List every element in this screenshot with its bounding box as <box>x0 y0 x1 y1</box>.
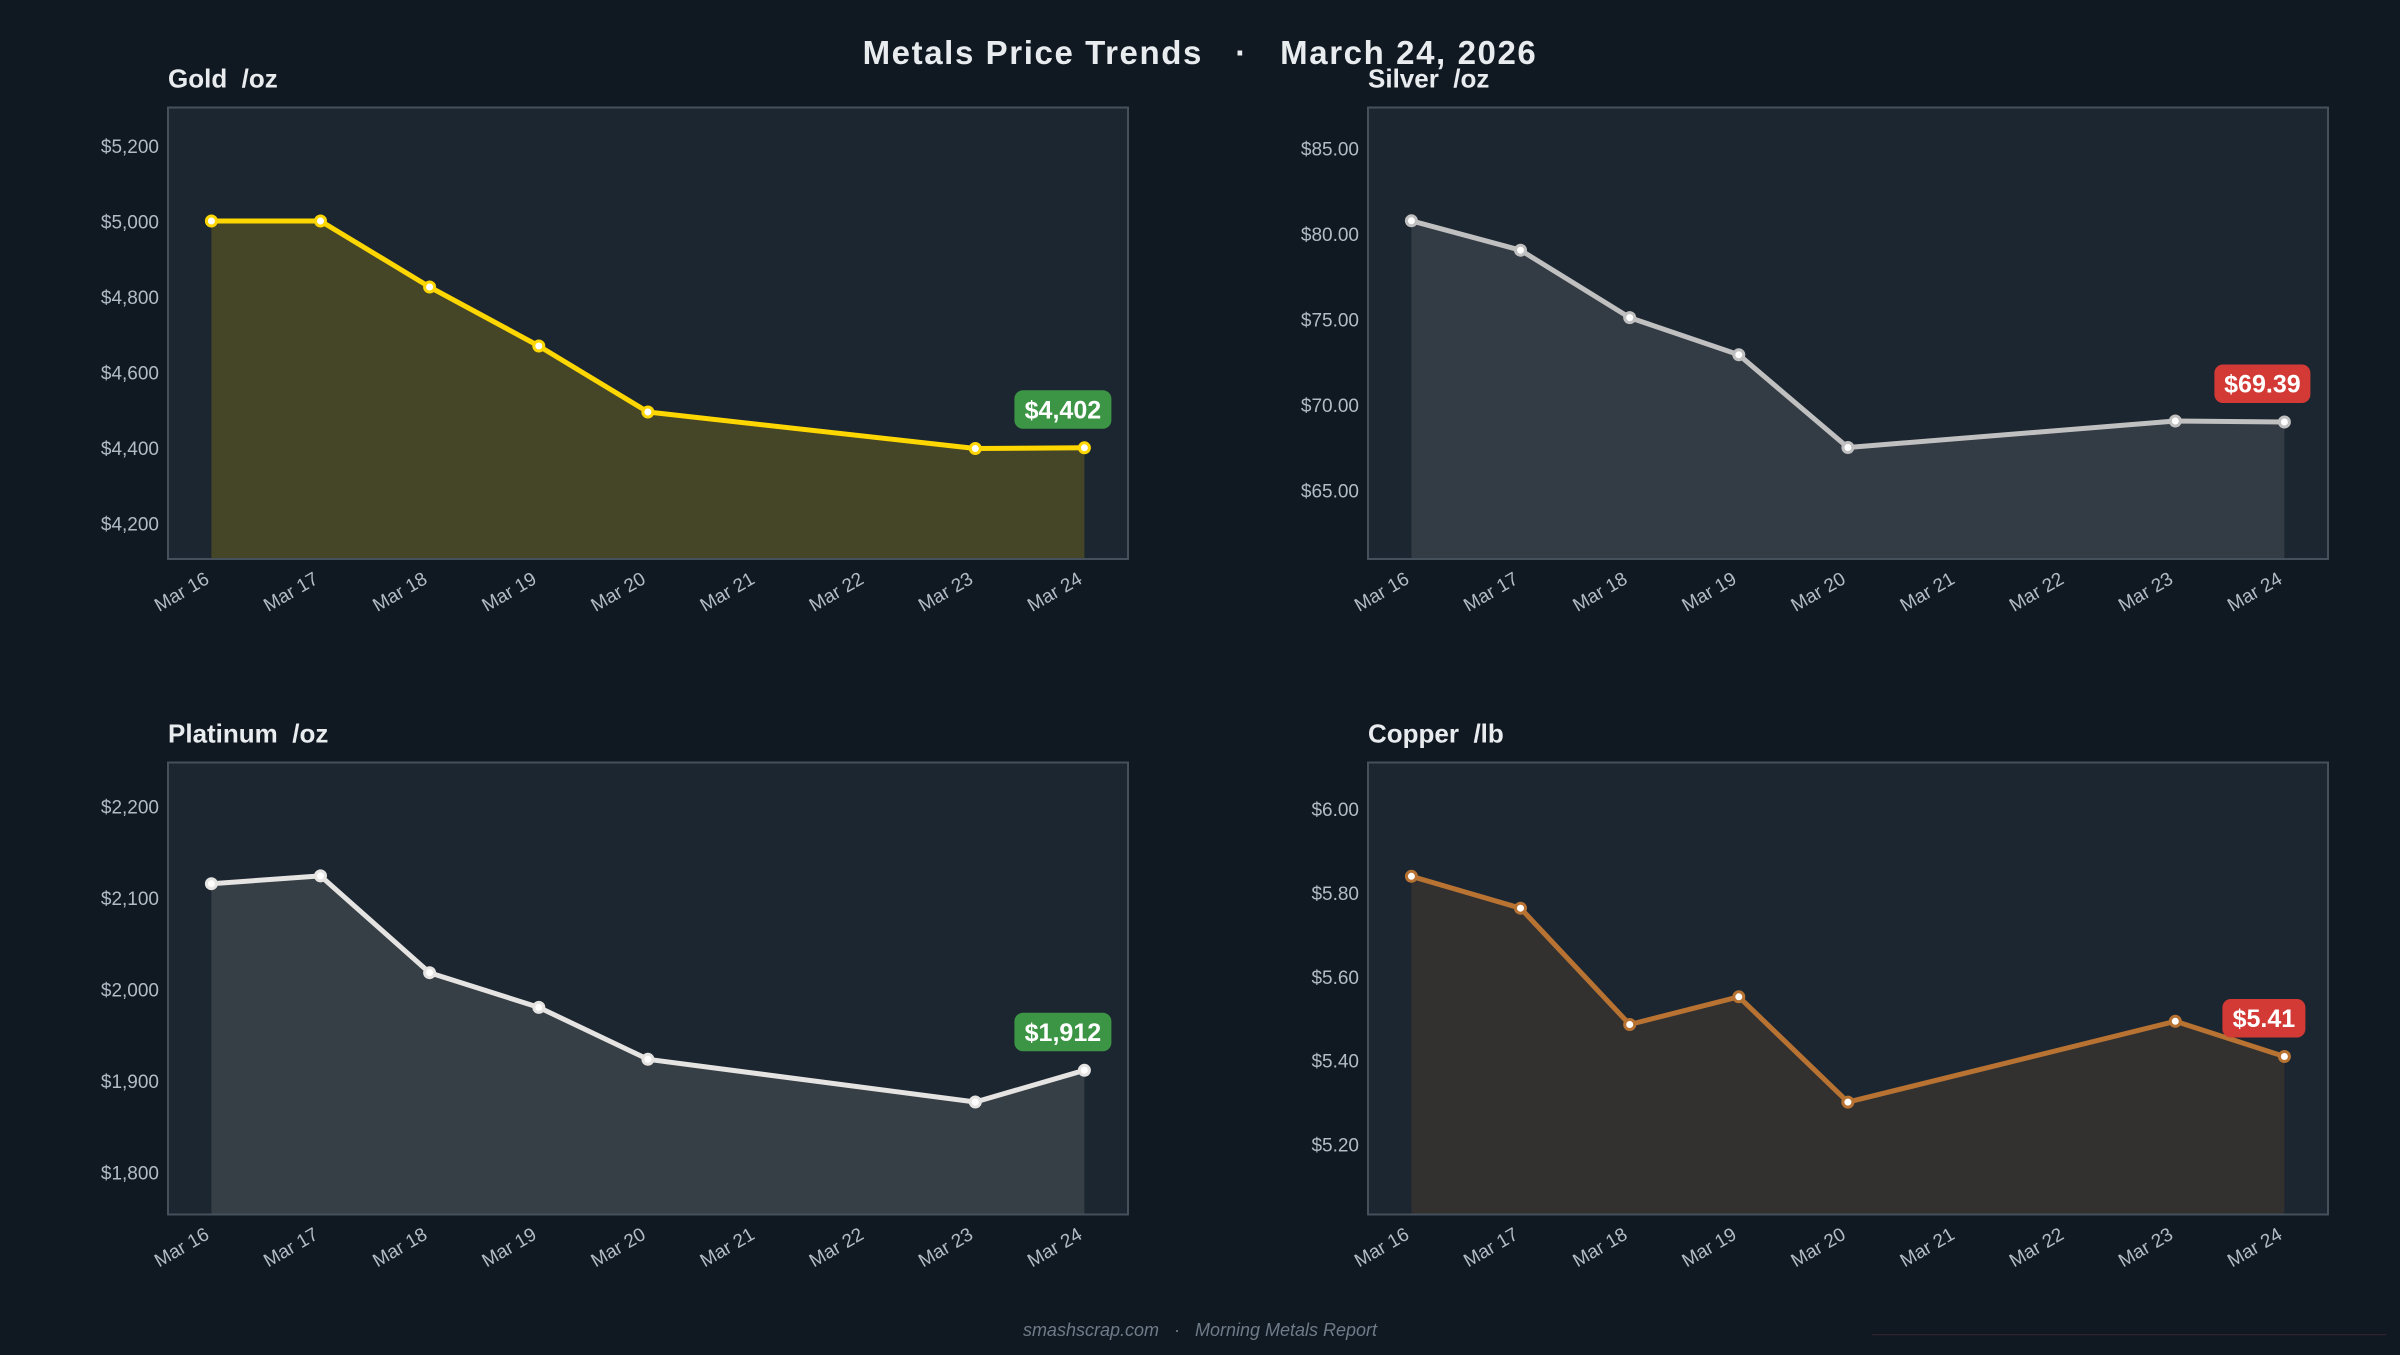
svg-text:Copper /lb: Copper /lb <box>1368 719 1504 749</box>
svg-text:$5.41: $5.41 <box>2233 1005 2296 1033</box>
svg-text:$6.00: $6.00 <box>1311 800 1359 821</box>
svg-text:$4,600: $4,600 <box>101 364 159 385</box>
svg-text:$4,402: $4,402 <box>1025 396 1101 424</box>
svg-text:$2,200: $2,200 <box>101 797 159 818</box>
svg-text:$80.00: $80.00 <box>1301 225 1359 246</box>
svg-text:Platinum /oz: Platinum /oz <box>168 719 328 749</box>
svg-text:Metals Price Trends · Marc: Metals Price Trends · March 24, 2026 <box>863 34 1538 71</box>
svg-text:$4,200: $4,200 <box>101 515 159 536</box>
svg-text:$65.00: $65.00 <box>1301 482 1359 503</box>
svg-text:$69.39: $69.39 <box>2224 371 2300 399</box>
svg-text:smashscrap.com · Morning M: smashscrap.com · Morning Metals Report <box>1023 1320 1378 1340</box>
svg-text:$5,000: $5,000 <box>101 213 159 234</box>
svg-text:$5.20: $5.20 <box>1311 1136 1359 1157</box>
svg-text:$4,400: $4,400 <box>101 439 159 460</box>
svg-text:$5.40: $5.40 <box>1311 1052 1359 1073</box>
svg-text:Silver /oz: Silver /oz <box>1368 64 1489 94</box>
svg-text:$2,100: $2,100 <box>101 889 159 910</box>
svg-text:$1,900: $1,900 <box>101 1072 159 1093</box>
svg-text:$1,800: $1,800 <box>101 1163 159 1184</box>
svg-text:$5.80: $5.80 <box>1311 884 1359 905</box>
svg-text:$85.00: $85.00 <box>1301 140 1359 161</box>
svg-text:$4,800: $4,800 <box>101 288 159 309</box>
svg-text:$5,200: $5,200 <box>101 137 159 158</box>
svg-text:$2,000: $2,000 <box>101 980 159 1001</box>
svg-text:$1,912: $1,912 <box>1025 1019 1101 1047</box>
svg-text:$5.60: $5.60 <box>1311 968 1359 989</box>
svg-text:$70.00: $70.00 <box>1301 396 1359 417</box>
svg-text:$75.00: $75.00 <box>1301 311 1359 332</box>
svg-text:Gold /oz: Gold /oz <box>168 64 278 94</box>
